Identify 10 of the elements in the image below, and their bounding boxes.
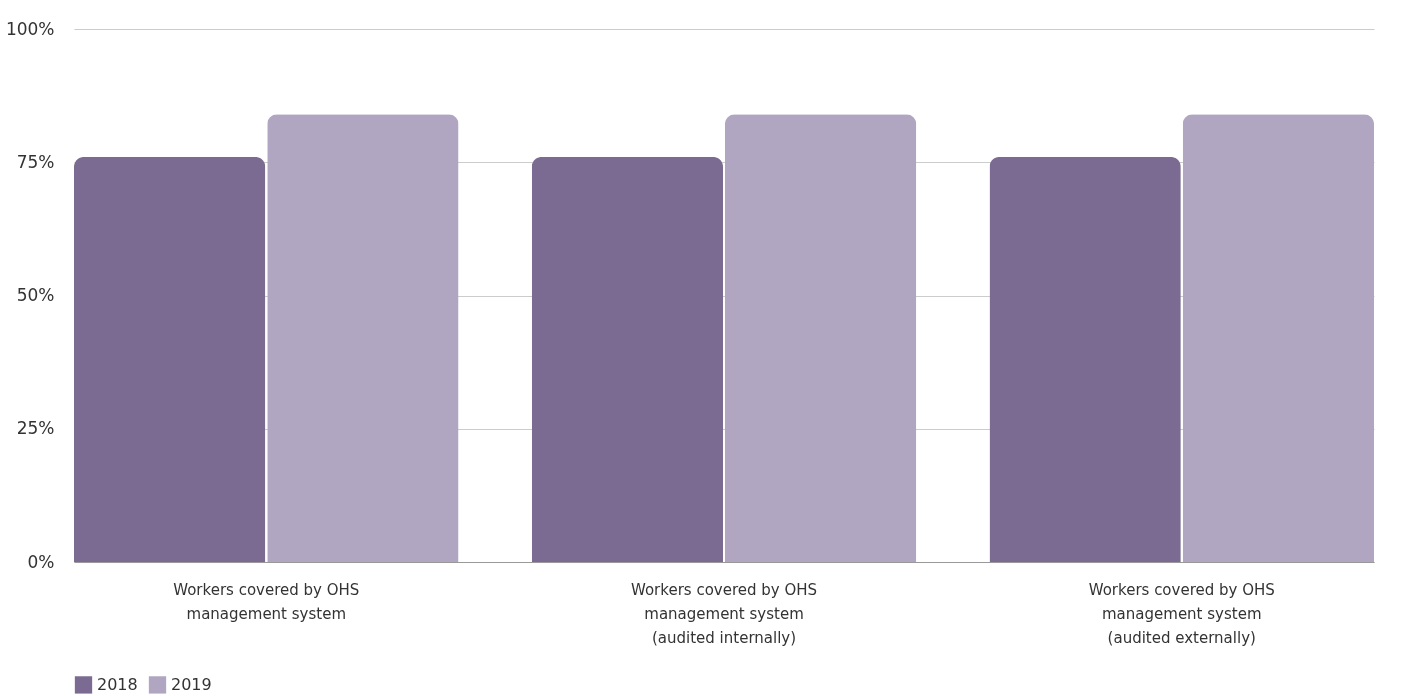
legend-label: 2018 xyxy=(97,674,138,694)
y-tick-label: 0% xyxy=(27,551,55,572)
legend-label: 2019 xyxy=(171,674,212,694)
x-tick-label: Workers covered by OHS management system xyxy=(173,580,360,623)
y-tick-label: 75% xyxy=(16,151,55,172)
x-tick-label: Workers covered by OHS management system (audited externally) xyxy=(1088,580,1275,647)
y-tick-label: 100% xyxy=(5,18,55,39)
y-tick-label: 25% xyxy=(16,418,55,439)
y-tick-label: 50% xyxy=(16,285,55,305)
x-tick-label: Workers covered by OHS management system (audited internally) xyxy=(630,580,818,647)
